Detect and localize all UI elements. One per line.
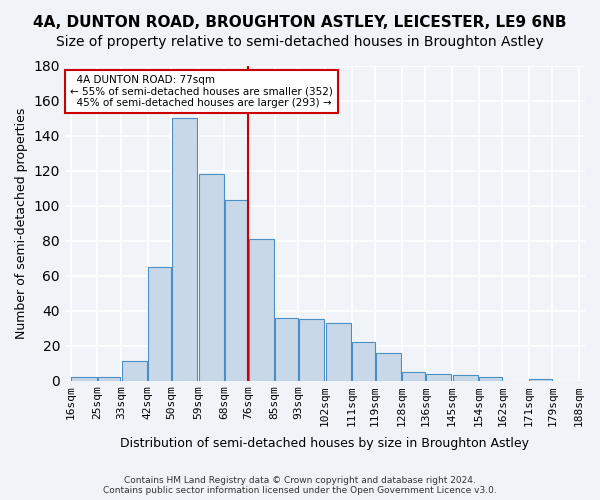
Bar [376, 352, 401, 380]
Bar [426, 374, 451, 380]
Bar [249, 239, 274, 380]
Bar [529, 379, 552, 380]
Text: Size of property relative to semi-detached houses in Broughton Astley: Size of property relative to semi-detach… [56, 35, 544, 49]
Text: 4A DUNTON ROAD: 77sqm
← 55% of semi-detached houses are smaller (352)
  45% of s: 4A DUNTON ROAD: 77sqm ← 55% of semi-deta… [70, 75, 333, 108]
Bar [479, 377, 502, 380]
Text: Contains HM Land Registry data © Crown copyright and database right 2024.
Contai: Contains HM Land Registry data © Crown c… [103, 476, 497, 495]
Bar [299, 320, 324, 380]
Bar [98, 377, 121, 380]
Y-axis label: Number of semi-detached properties: Number of semi-detached properties [15, 108, 28, 338]
Bar [199, 174, 224, 380]
Bar [71, 377, 97, 380]
Bar [172, 118, 197, 380]
Bar [326, 323, 351, 380]
X-axis label: Distribution of semi-detached houses by size in Broughton Astley: Distribution of semi-detached houses by … [121, 437, 529, 450]
Bar [225, 200, 248, 380]
Text: 4A, DUNTON ROAD, BROUGHTON ASTLEY, LEICESTER, LE9 6NB: 4A, DUNTON ROAD, BROUGHTON ASTLEY, LEICE… [33, 15, 567, 30]
Bar [403, 372, 425, 380]
Bar [275, 318, 298, 380]
Bar [452, 376, 478, 380]
Bar [352, 342, 374, 380]
Bar [148, 267, 171, 380]
Bar [122, 362, 147, 380]
